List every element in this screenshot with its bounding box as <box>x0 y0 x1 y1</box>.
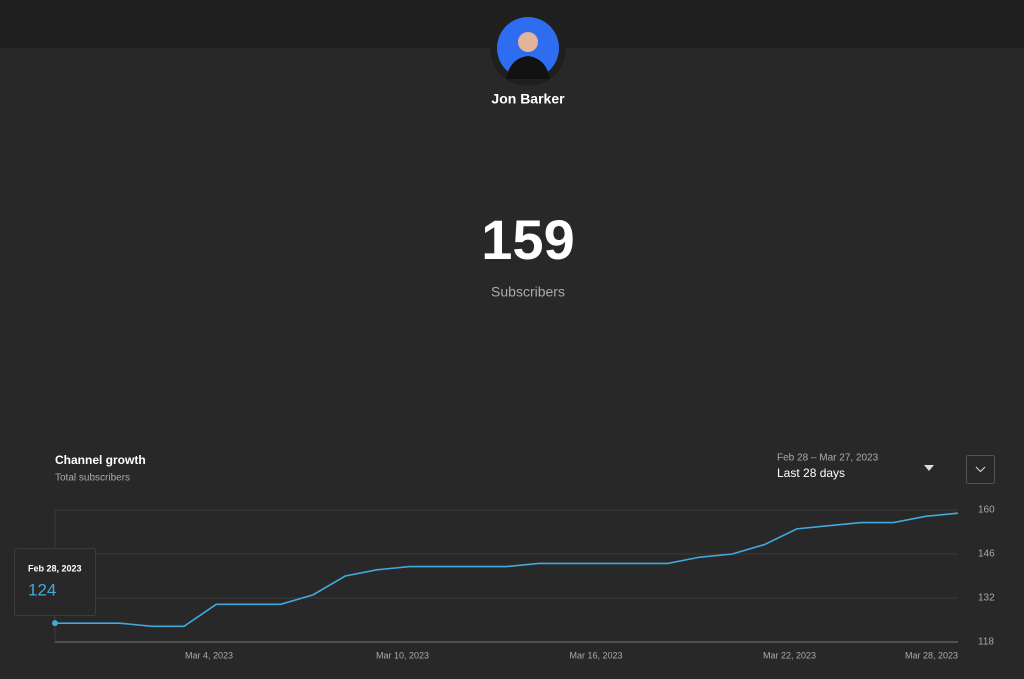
subscriber-count: 159 <box>481 208 574 271</box>
chart-title: Channel growth <box>55 453 146 467</box>
tooltip <box>14 548 96 616</box>
y-tick-label: 132 <box>978 593 995 604</box>
range-period[interactable]: Last 28 days <box>777 466 845 480</box>
channel-name: Jon Barker <box>491 91 565 107</box>
tooltip-value: 124 <box>28 580 56 599</box>
x-tick-label: Mar 4, 2023 <box>185 650 233 660</box>
avatar-body <box>506 56 550 79</box>
hover-point <box>52 620 58 627</box>
range-dates[interactable]: Feb 28 – Mar 27, 2023 <box>777 453 879 464</box>
x-tick-label: Mar 10, 2023 <box>376 650 429 660</box>
y-tick-label: 160 <box>978 505 995 516</box>
expand-icon <box>975 466 986 473</box>
y-tick-label: 118 <box>978 637 994 648</box>
range-dropdown[interactable] <box>924 465 934 471</box>
subscriber-label: Subscribers <box>491 284 565 300</box>
tooltip-date: Feb 28, 2023 <box>28 563 82 573</box>
y-tick-label: 146 <box>978 549 995 560</box>
expand-button[interactable] <box>966 455 995 484</box>
plot: 118 132 146 160 Mar 4, 2023 Mar 10, 2023 Mar 1… <box>14 505 995 660</box>
avatar-head <box>518 32 538 52</box>
chart-subtitle: Total subscribers <box>55 473 130 484</box>
x-tick-label: Mar 16, 2023 <box>569 650 622 660</box>
data-line <box>55 512 959 628</box>
x-tick-label: Mar 28, 2023 <box>905 650 958 660</box>
x-tick-label: Mar 22, 2023 <box>763 650 816 660</box>
